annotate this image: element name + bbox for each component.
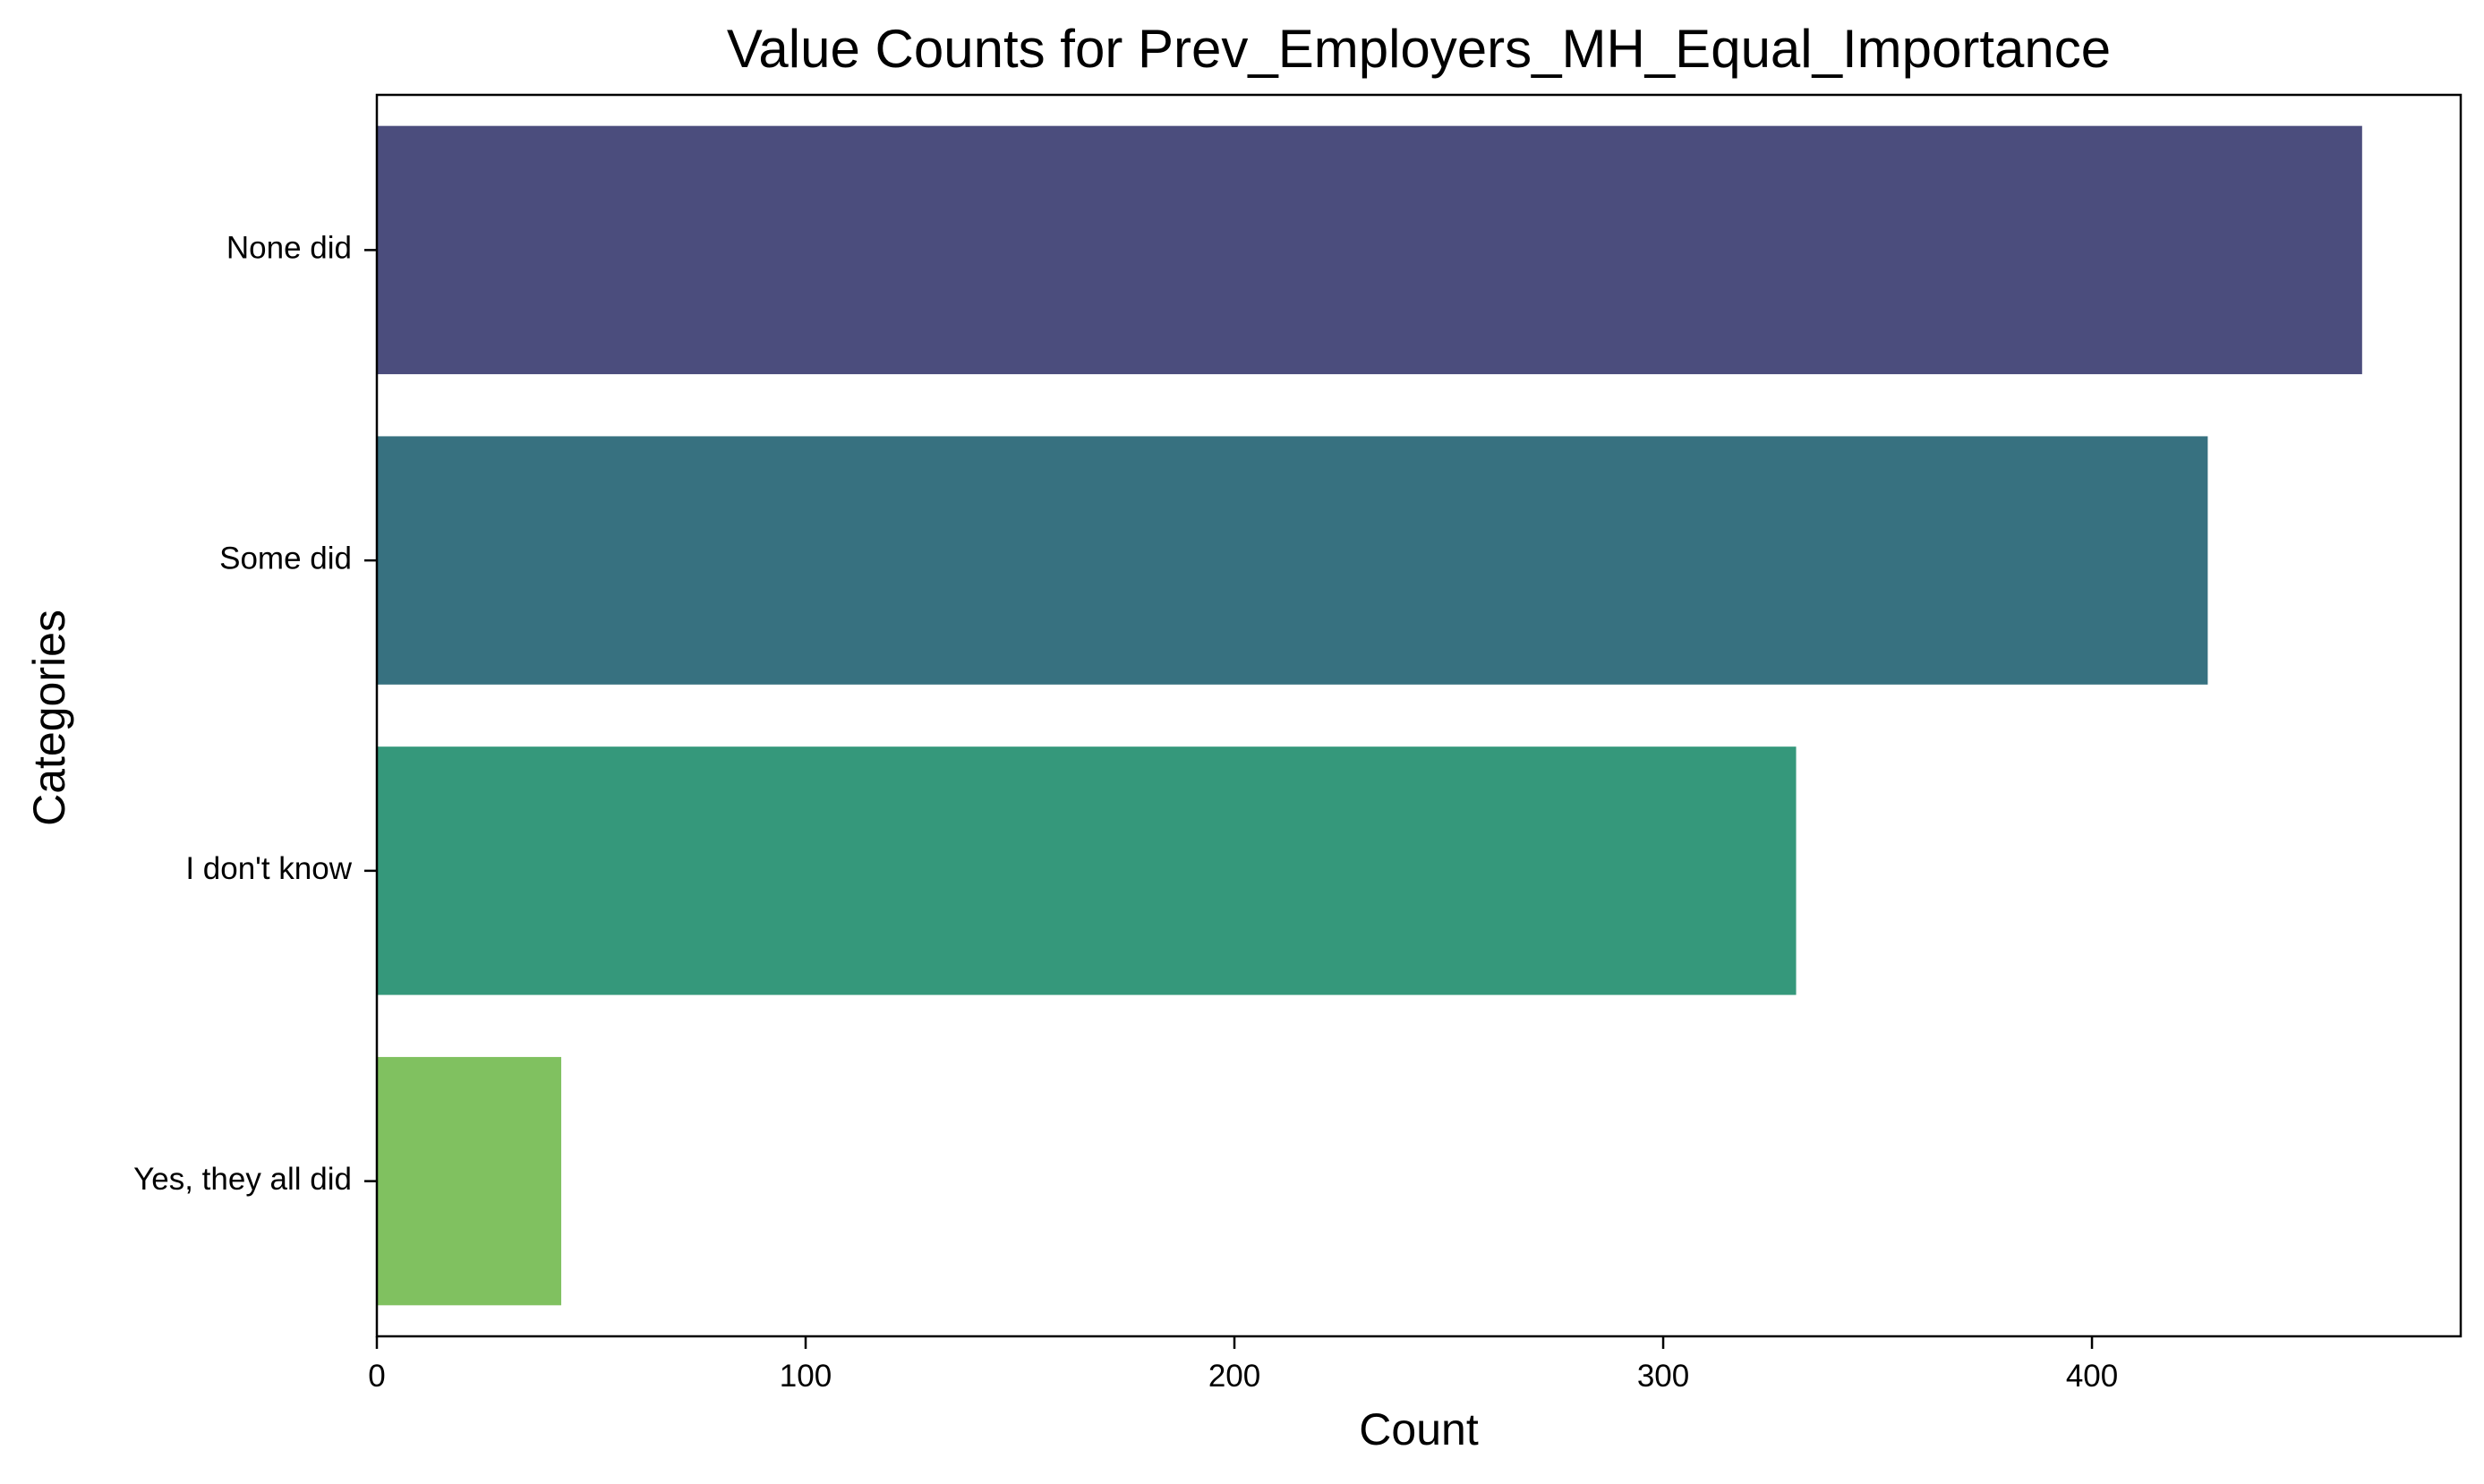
y-tick-label: Some did <box>219 541 352 576</box>
x-tick-label: 300 <box>1637 1359 1689 1394</box>
bar-yes-they-all-did <box>377 1056 561 1306</box>
x-tick-label: 0 <box>368 1359 385 1394</box>
chart-title: Value Counts for Prev_Employers_MH_Equal… <box>727 19 2111 79</box>
y-tick-label: None did <box>226 231 352 266</box>
x-tick-label: 100 <box>780 1359 832 1394</box>
x-tick-label: 200 <box>1208 1359 1260 1394</box>
y-axis-label: Categories <box>24 610 74 826</box>
bar-none-did <box>377 125 2362 375</box>
x-tick-label: 400 <box>2066 1359 2118 1394</box>
y-tick-label: I don't know <box>185 851 352 886</box>
y-tick-label: Yes, they all did <box>133 1162 352 1197</box>
x-axis-label: Count <box>1359 1404 1479 1454</box>
y-ticks-group: None did Some did I don't know Yes, they al… <box>133 231 377 1197</box>
bar-i-don-t-know <box>377 746 1797 995</box>
x-ticks-group: 0 100 200 300 400 <box>368 1336 2118 1394</box>
plot-frame <box>375 93 2463 1338</box>
bar-some-did <box>377 436 2208 685</box>
bars-group <box>377 125 2362 1306</box>
